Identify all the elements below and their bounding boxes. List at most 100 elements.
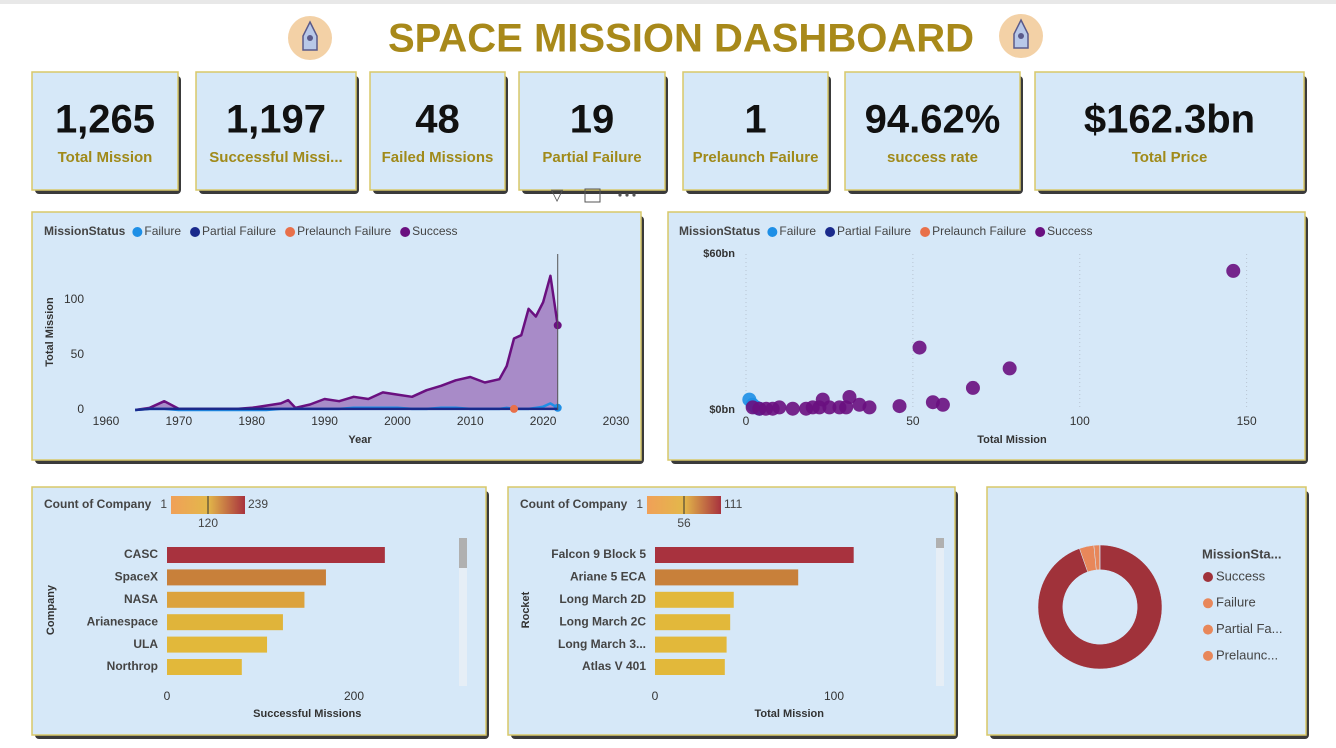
category-label: Atlas V 401 [582, 659, 646, 673]
bar [655, 614, 731, 631]
category-label: Long March 2D [559, 592, 646, 606]
bar [655, 636, 727, 653]
legend-marker [400, 227, 411, 237]
kpi-value: 1,197 [226, 98, 326, 142]
x-tick-label: 1970 [166, 414, 193, 428]
x-tick-label: 0 [164, 689, 171, 703]
point [862, 400, 877, 415]
x-axis-title: Successful Missions [253, 708, 361, 720]
category-label: Northrop [107, 659, 158, 673]
point [785, 401, 800, 416]
panel [31, 486, 487, 736]
kpi-label: Total Price [1132, 149, 1208, 166]
x-tick-label: 1990 [311, 414, 338, 428]
panel [195, 71, 357, 191]
color-scale-min: 1 [160, 497, 167, 511]
kpi-label: Failed Missions [382, 149, 494, 166]
kpi-value: 94.62% [865, 98, 1001, 142]
visual-header-icon: ▽ [551, 187, 564, 204]
y-tick-label: $60bn [703, 248, 735, 260]
kpi-value: 19 [570, 98, 615, 142]
panel [31, 71, 179, 191]
kpi-value: 48 [415, 98, 460, 142]
bar [167, 636, 268, 653]
color-scale-min: 1 [636, 497, 643, 511]
color-scale-max: 111 [724, 497, 743, 511]
legend-marker [1203, 650, 1213, 661]
x-tick-label: 200 [344, 689, 364, 703]
x-tick-label: 100 [1070, 414, 1090, 428]
panel [518, 71, 666, 191]
color-scale-title: Count of Company [520, 497, 628, 511]
legend-label: Partial Failure [837, 224, 911, 238]
x-tick-label: 2030 [603, 414, 630, 428]
dashboard-title: SPACE MISSION DASHBOARD [388, 17, 974, 61]
panel [369, 71, 506, 191]
y-axis-title: Rocket [520, 591, 532, 628]
legend-title: MissionStatus [679, 224, 761, 238]
scrollbar-track [459, 538, 467, 686]
point [965, 380, 980, 395]
point [935, 397, 950, 412]
y-tick-label: 100 [64, 292, 84, 306]
legend-label: Partial Fa... [1216, 621, 1282, 636]
category-label: Arianespace [87, 614, 159, 628]
legend-label: Success [1047, 224, 1092, 238]
kpi-value: 1 [744, 98, 766, 142]
kpi-label: Prelaunch Failure [693, 149, 819, 166]
category-label: NASA [124, 592, 158, 606]
legend-title: MissionSta... [1202, 546, 1281, 561]
bar [655, 591, 734, 608]
legend-label: Prelaunc... [1216, 647, 1278, 662]
legend-label: Prelaunch Failure [297, 224, 391, 238]
bar [167, 614, 283, 631]
category-label: SpaceX [115, 570, 158, 584]
legend-label: Failure [779, 224, 816, 238]
x-tick-label: 1960 [93, 414, 120, 428]
x-tick-label: 0 [652, 689, 659, 703]
bar [655, 569, 799, 586]
x-tick-label: 0 [743, 414, 750, 428]
legend-label: Failure [144, 224, 181, 238]
point [822, 400, 837, 415]
legend-marker [1035, 227, 1046, 237]
category-label: Long March 3... [558, 637, 646, 651]
kpi-label: Successful Missi... [209, 149, 342, 166]
x-axis-title: Total Mission [977, 434, 1047, 446]
bar [655, 659, 725, 675]
category-label: Long March 2C [559, 614, 646, 628]
panel [1034, 71, 1305, 191]
legend-marker [285, 227, 296, 237]
legend-marker [767, 227, 778, 237]
color-scale-title: Count of Company [44, 497, 152, 511]
legend-label: Success [412, 224, 457, 238]
y-axis-title: Total Mission [44, 297, 56, 367]
point [892, 399, 907, 414]
color-scale-max: 239 [248, 497, 268, 511]
bar [167, 591, 305, 608]
category-label: Falcon 9 Block 5 [551, 547, 646, 561]
legend-label: Partial Failure [202, 224, 276, 238]
scrollbar-thumb [936, 538, 944, 548]
kpi-label: Partial Failure [542, 149, 641, 166]
visual-header-icon [584, 188, 601, 203]
legend-label: Prelaunch Failure [932, 224, 1026, 238]
category-label: ULA [133, 637, 158, 651]
legend-marker [825, 227, 836, 237]
donut-slice [1037, 544, 1163, 670]
panel [507, 486, 956, 736]
point [912, 340, 927, 355]
tooltip-pointer [644, 360, 651, 380]
point [772, 400, 787, 415]
color-scale-mid: 56 [677, 516, 691, 530]
point [510, 404, 518, 413]
line [135, 407, 558, 412]
legend-marker [132, 227, 143, 237]
x-tick-label: 2010 [457, 414, 484, 428]
legend-marker [190, 227, 201, 237]
x-axis-title: Total Mission [755, 708, 825, 720]
point [842, 390, 857, 404]
visual-header-icon [625, 193, 629, 197]
y-tick-label: $0bn [709, 404, 735, 416]
x-tick-label: 1980 [238, 414, 265, 428]
